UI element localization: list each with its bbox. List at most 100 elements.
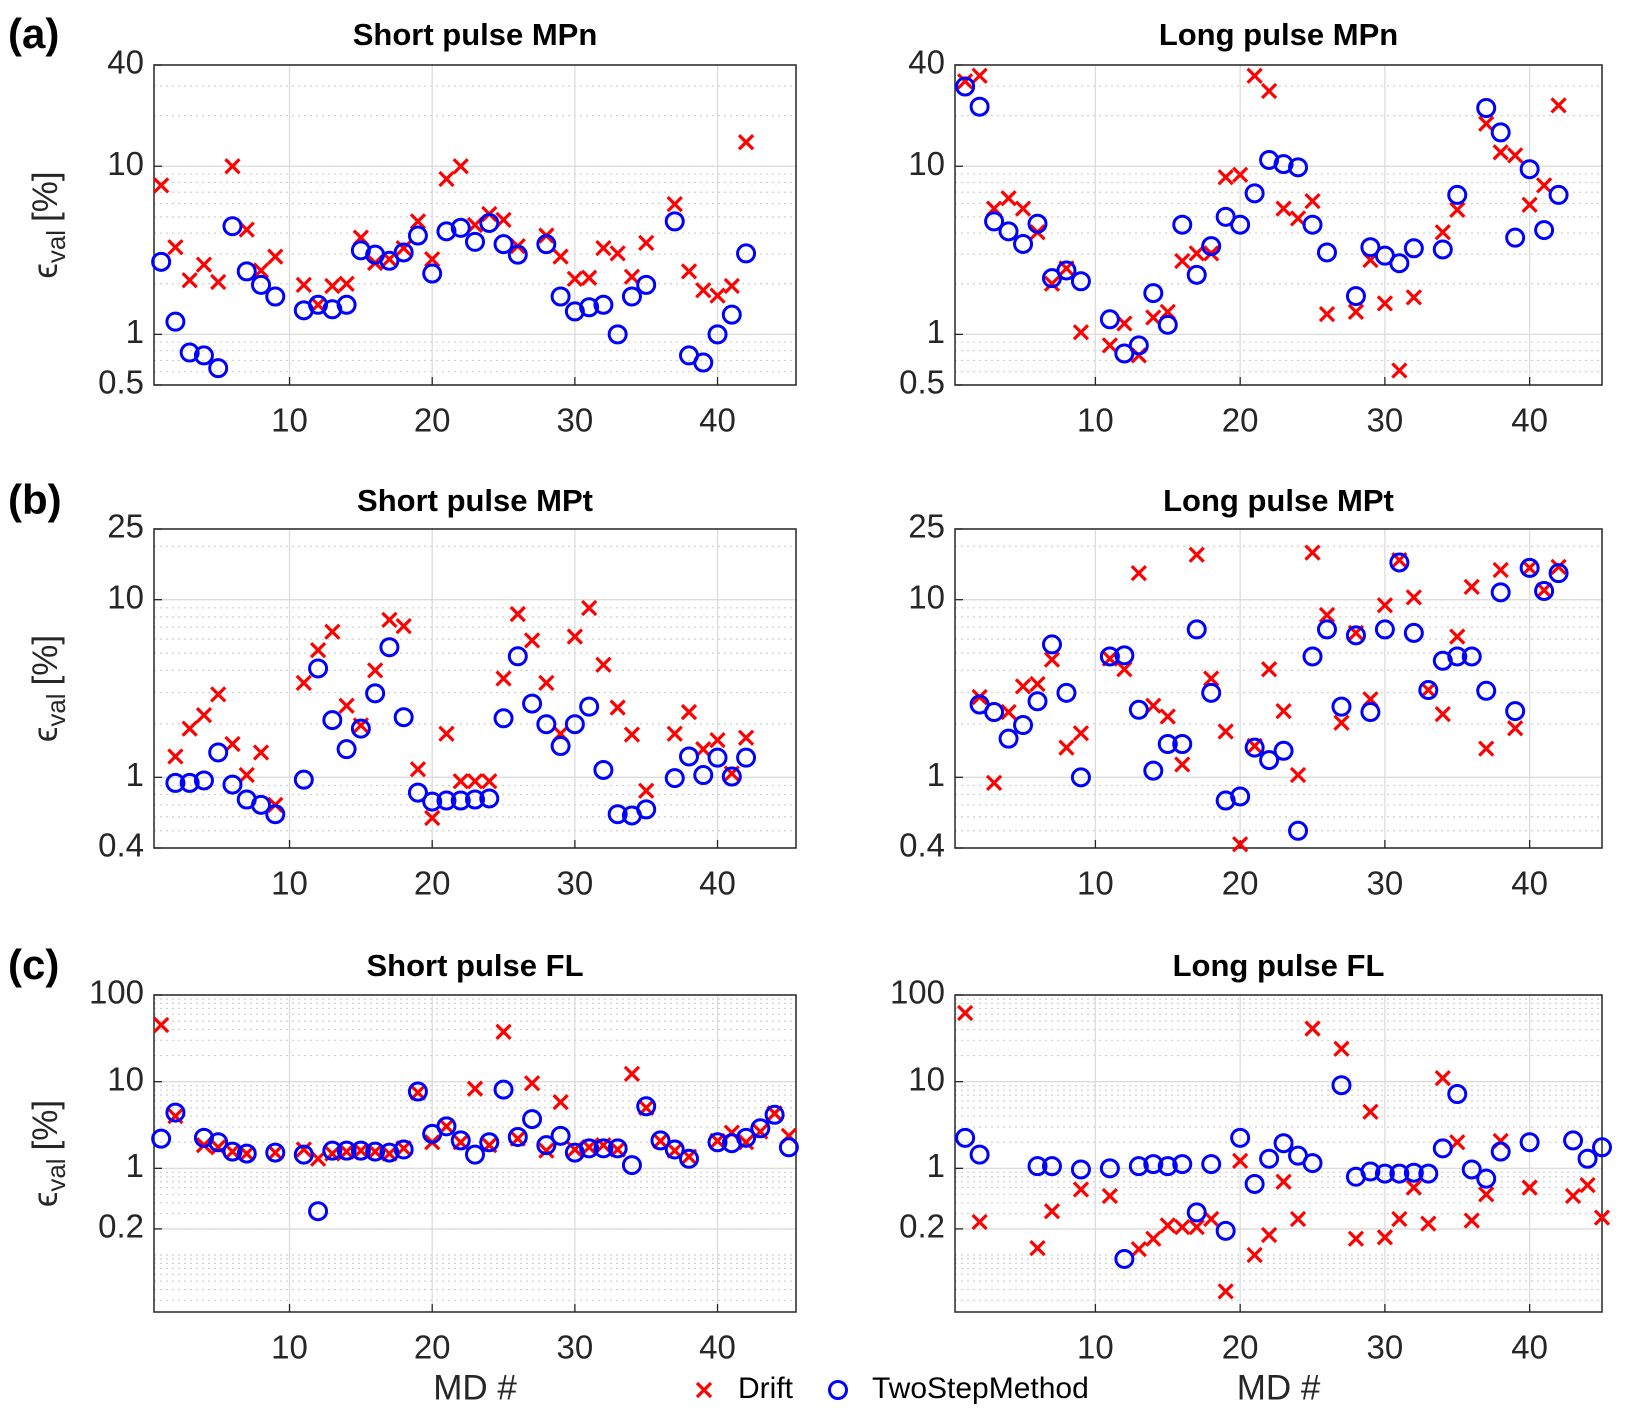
twostep-marker xyxy=(436,790,457,811)
twostep-marker xyxy=(1114,1248,1135,1269)
x-tick-label: 10 xyxy=(271,865,308,902)
twostep-marker xyxy=(1548,563,1569,584)
twostep-marker xyxy=(1056,260,1077,281)
twostep-marker xyxy=(636,799,657,820)
twostep-marker xyxy=(1302,214,1323,235)
twostep-marker xyxy=(1534,220,1555,241)
twostep-marker xyxy=(1316,619,1337,640)
twostep-marker xyxy=(564,714,585,735)
drift-marker xyxy=(971,1213,988,1231)
drift-marker xyxy=(1188,546,1205,563)
drift-marker xyxy=(1116,661,1133,678)
y-tick-label: 1 xyxy=(927,313,945,350)
chart-title: Long pulse MPn xyxy=(1159,17,1398,52)
twostep-marker xyxy=(193,770,214,791)
drift-marker xyxy=(1304,544,1321,561)
x-tick-label: 30 xyxy=(557,865,594,902)
twostep-marker xyxy=(1230,786,1251,807)
twostep-marker xyxy=(1505,227,1526,248)
twostep-marker xyxy=(407,225,428,246)
legend-marker xyxy=(828,1380,848,1400)
y-label-subscript: val xyxy=(41,693,71,726)
twostep-marker xyxy=(998,221,1019,242)
twostep-marker xyxy=(1302,1153,1323,1174)
drift-marker xyxy=(1145,309,1162,326)
drift-marker xyxy=(609,245,626,262)
drift-marker xyxy=(452,158,469,175)
drift-marker xyxy=(1029,675,1046,693)
twostep-marker xyxy=(1461,1159,1482,1180)
twostep-marker xyxy=(1302,646,1323,667)
drift-marker xyxy=(267,1144,284,1161)
drift-marker xyxy=(1391,362,1408,379)
drift-marker xyxy=(1217,723,1234,740)
twostep-marker xyxy=(379,250,400,271)
drift-marker xyxy=(1347,303,1365,321)
drift-marker xyxy=(195,706,213,724)
drift-marker xyxy=(1478,1186,1495,1203)
drift-marker xyxy=(1232,836,1249,853)
chart-title: Short pulse MPn xyxy=(353,17,598,52)
drift-marker xyxy=(1318,305,1336,323)
drift-marker xyxy=(523,632,541,649)
axes-box xyxy=(153,528,797,849)
twostep-marker xyxy=(693,765,714,786)
y-axis-label: ϵval [%] xyxy=(26,1100,71,1207)
x-tick-label: 20 xyxy=(1222,402,1259,439)
twostep-marker xyxy=(1157,734,1178,755)
twostep-marker xyxy=(1027,213,1048,234)
twostep-marker xyxy=(293,769,314,790)
twostep-marker xyxy=(1316,242,1337,263)
twostep-marker xyxy=(707,747,728,768)
drift-marker xyxy=(1246,67,1263,84)
y-label-symbol: ϵ xyxy=(26,263,65,278)
drift-marker xyxy=(381,611,398,628)
y-tick-label: 1 xyxy=(126,1147,144,1184)
x-tick-label: 30 xyxy=(557,1329,594,1366)
twostep-marker xyxy=(465,1144,485,1165)
drift-marker xyxy=(666,196,683,213)
drift-marker xyxy=(623,268,641,285)
drift-marker xyxy=(438,170,455,188)
drift-marker xyxy=(1000,190,1017,207)
drift-marker xyxy=(424,809,441,827)
drift-marker xyxy=(210,686,227,703)
drift-marker xyxy=(1014,678,1032,695)
drift-marker xyxy=(638,782,655,799)
drift-marker xyxy=(957,73,974,90)
x-tick-label: 10 xyxy=(271,1329,308,1366)
twostep-marker xyxy=(1041,634,1062,655)
twostep-marker xyxy=(693,352,714,373)
twostep-marker xyxy=(151,1128,172,1149)
twostep-marker xyxy=(1201,236,1222,257)
twostep-marker xyxy=(721,766,742,787)
drift-marker xyxy=(1174,1218,1191,1236)
drift-marker xyxy=(1014,200,1032,217)
twostep-marker xyxy=(607,1138,628,1159)
twostep-marker xyxy=(165,772,186,793)
twostep-marker xyxy=(236,261,257,282)
drift-marker xyxy=(1593,1209,1611,1226)
drift-marker xyxy=(1318,606,1336,624)
twostep-marker xyxy=(1070,1159,1091,1180)
drift-marker xyxy=(638,234,655,252)
twostep-marker xyxy=(393,1139,414,1160)
twostep-marker xyxy=(969,96,990,117)
twostep-marker xyxy=(984,702,1005,723)
drift-marker xyxy=(552,1094,569,1111)
x-tick-label: 40 xyxy=(699,1329,736,1366)
twostep-marker xyxy=(1128,699,1149,720)
twostep-marker xyxy=(621,1155,642,1176)
x-tick-label: 10 xyxy=(1077,865,1114,902)
twostep-marker xyxy=(407,1081,428,1102)
twostep-marker xyxy=(1128,1156,1149,1177)
axes-box xyxy=(954,528,1603,849)
drift-marker xyxy=(352,1142,369,1159)
twostep-marker xyxy=(1172,214,1193,235)
twostep-marker xyxy=(1070,271,1091,292)
drift-marker xyxy=(1405,589,1422,606)
drift-marker xyxy=(438,1118,455,1135)
twostep-marker xyxy=(1389,253,1410,274)
twostep-marker xyxy=(251,794,271,815)
legend: Drift TwoStepMethod xyxy=(695,1372,1089,1405)
